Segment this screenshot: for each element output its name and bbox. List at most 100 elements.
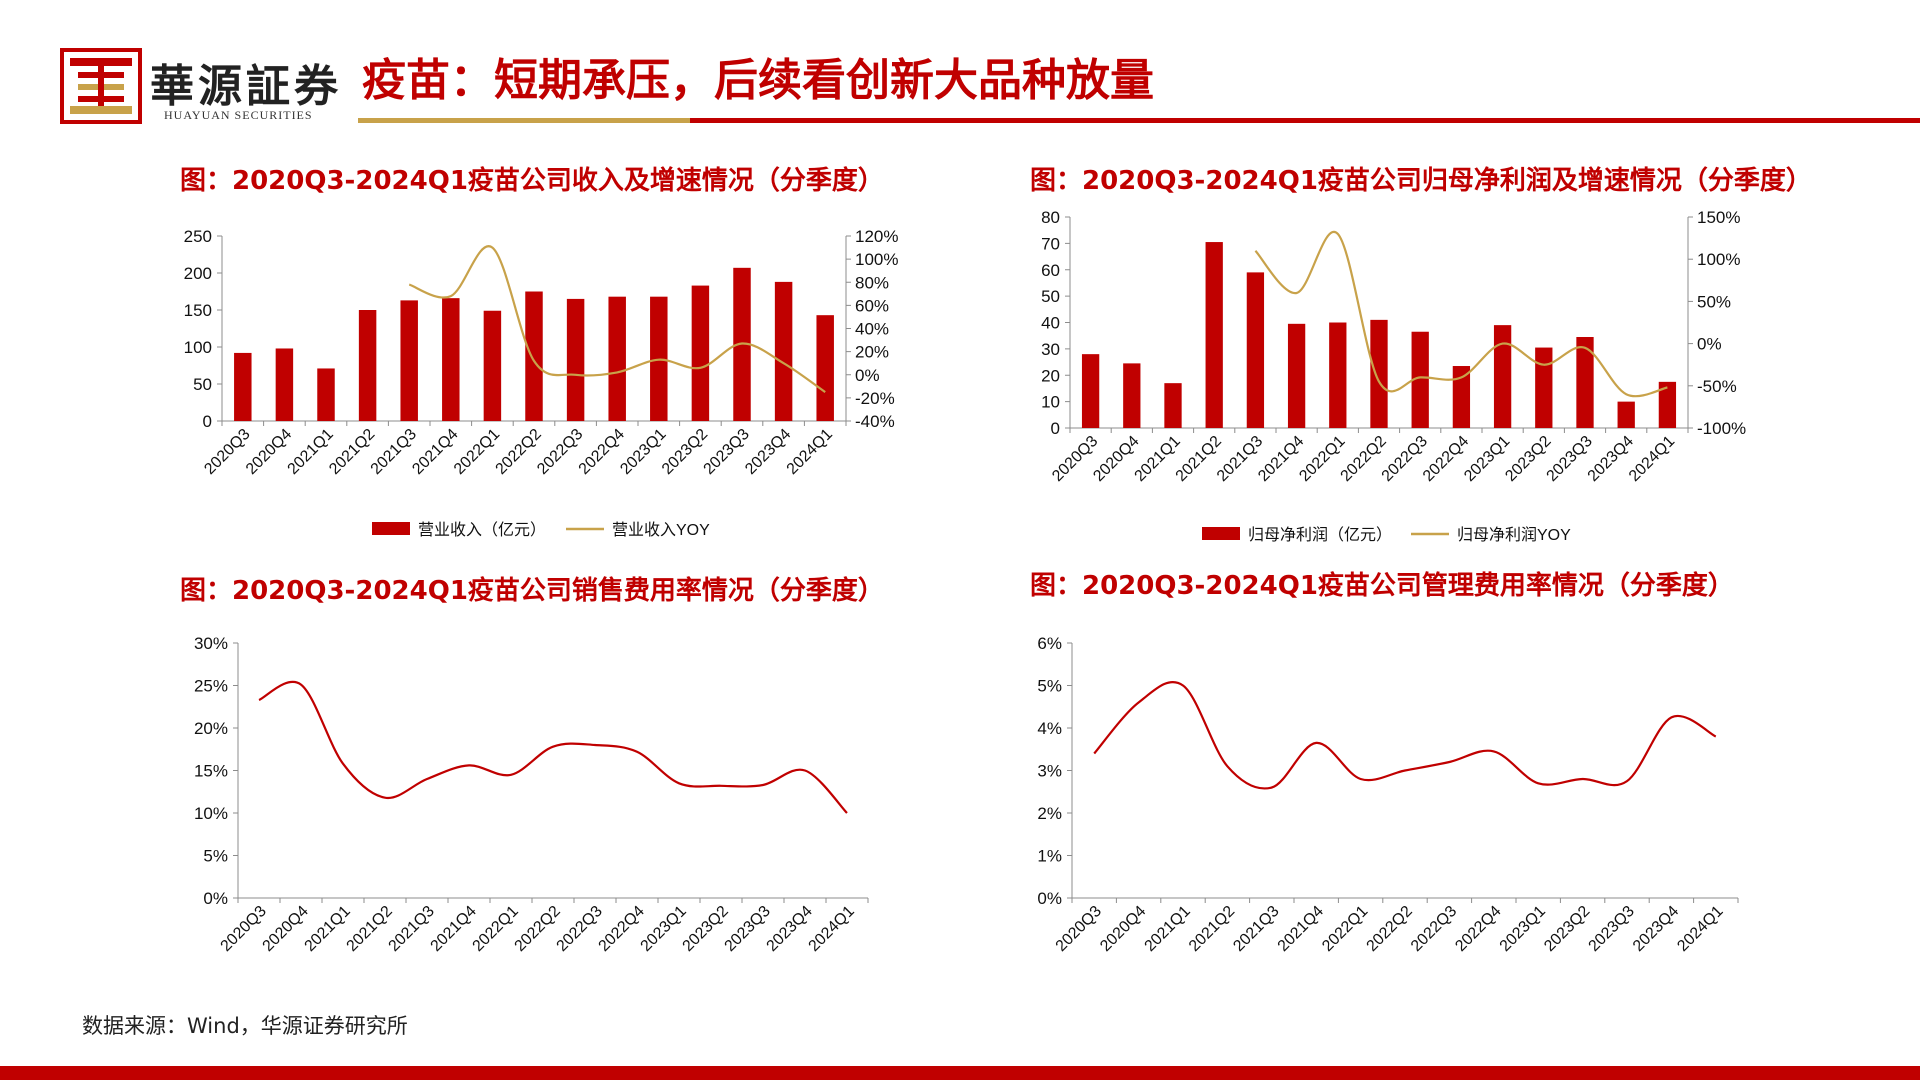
y-tick-label: 40	[1041, 314, 1060, 333]
bar	[1370, 319, 1388, 428]
chart-title-selling: 图：2020Q3-2024Q1疫苗公司销售费用率情况（分季度）	[180, 576, 884, 606]
bar	[1411, 331, 1429, 428]
series-line	[1093, 681, 1717, 790]
chart-title-admin: 图：2020Q3-2024Q1疫苗公司管理费用率情况（分季度）	[1030, 571, 1734, 601]
x-tick-label: 2023Q1	[1497, 903, 1549, 955]
x-tick-label: 2021Q2	[1186, 903, 1238, 955]
y-tick-label: 20%	[194, 719, 228, 738]
bar	[608, 296, 626, 421]
bottom-bar	[0, 1066, 1920, 1080]
y-tick-label: 100	[184, 338, 212, 357]
series-line	[1254, 230, 1668, 398]
title-rule-gold	[358, 118, 690, 123]
bar	[358, 310, 377, 421]
brand-name-en: HUAYUAN SECURITIES	[164, 108, 313, 122]
bar	[1329, 322, 1347, 428]
huayuan-seal-logo-icon	[60, 48, 142, 124]
bar	[691, 285, 710, 421]
y-tick-label: 150	[184, 301, 212, 320]
y2-tick-label: 0%	[1697, 335, 1722, 354]
y2-tick-label: 120%	[855, 227, 898, 246]
y2-tick-label: 60%	[855, 296, 889, 315]
y-tick-label: 250	[184, 227, 212, 246]
x-tick-label: 2021Q3	[1230, 903, 1282, 955]
bar	[816, 315, 834, 421]
y2-tick-label: -100%	[1697, 419, 1746, 438]
y2-tick-label: -50%	[1697, 377, 1737, 396]
y-tick-label: 30	[1041, 340, 1060, 359]
y2-tick-label: 50%	[1697, 292, 1731, 311]
y-tick-label: 0%	[1037, 889, 1062, 908]
bar	[1535, 347, 1553, 428]
y-tick-label: 50	[1041, 287, 1060, 306]
x-tick-label: 2022Q4	[1452, 903, 1504, 955]
y-tick-label: 20	[1041, 366, 1060, 385]
bar	[1658, 381, 1677, 428]
x-tick-label: 2021Q4	[1275, 903, 1327, 955]
bar	[566, 298, 585, 421]
y2-tick-label: 150%	[1697, 208, 1740, 227]
y-tick-label: 50	[193, 375, 212, 394]
y2-tick-label: -20%	[855, 389, 895, 408]
bar	[1493, 325, 1512, 428]
y-tick-label: 0	[1051, 419, 1060, 438]
y-tick-label: 70	[1041, 234, 1060, 253]
bar	[400, 300, 418, 421]
bar	[1452, 366, 1471, 428]
bar	[1246, 272, 1265, 428]
y-tick-label: 200	[184, 264, 212, 283]
y-tick-label: 3%	[1037, 762, 1062, 781]
brand-name: 華源証券	[150, 61, 342, 112]
chart-title-revenue: 图：2020Q3-2024Q1疫苗公司收入及增速情况（分季度）	[180, 166, 884, 196]
bar	[525, 291, 543, 421]
y-tick-label: 60	[1041, 261, 1060, 280]
series-line	[408, 245, 826, 394]
y-tick-label: 5%	[203, 847, 228, 866]
legend-label: 归母净利润（亿元）	[1248, 526, 1392, 544]
y2-tick-label: 100%	[855, 250, 898, 269]
bar	[774, 281, 793, 421]
bar	[1287, 323, 1306, 428]
y-tick-label: 10	[1041, 393, 1060, 412]
legend-label: 归母净利润YOY	[1457, 526, 1571, 544]
bar	[1617, 401, 1635, 428]
x-tick-label: 2022Q2	[1364, 903, 1416, 955]
y2-tick-label: 0%	[855, 366, 880, 385]
y-tick-label: 2%	[1037, 804, 1062, 823]
y2-tick-label: 100%	[1697, 250, 1740, 269]
y-tick-label: 1%	[1037, 847, 1062, 866]
bar	[1576, 337, 1594, 428]
y-tick-label: 10%	[194, 804, 228, 823]
x-tick-label: 2022Q1	[1319, 903, 1371, 955]
bar	[1123, 363, 1141, 428]
source-footnote: 数据来源：Wind，华源证券研究所	[82, 1014, 408, 1038]
y-tick-label: 80	[1041, 208, 1060, 227]
y-tick-label: 0	[203, 412, 212, 431]
legend-label: 营业收入YOY	[612, 521, 710, 539]
y-tick-label: 6%	[1037, 634, 1062, 653]
y2-tick-label: -40%	[855, 412, 895, 431]
legend-swatch-bar	[372, 522, 410, 535]
chart-title-profit: 图：2020Q3-2024Q1疫苗公司归母净利润及增速情况（分季度）	[1030, 166, 1812, 196]
bar	[1081, 354, 1100, 428]
y2-tick-label: 80%	[855, 273, 889, 292]
x-tick-label: 2022Q3	[1408, 903, 1460, 955]
bar	[483, 310, 502, 421]
title-rule-red	[690, 118, 1920, 123]
y-tick-label: 30%	[194, 634, 228, 653]
bar	[1164, 383, 1182, 428]
legend-swatch-bar	[1202, 527, 1240, 540]
x-tick-label: 2020Q4	[1097, 903, 1149, 955]
y-tick-label: 25%	[194, 677, 228, 696]
series-line	[258, 681, 848, 814]
x-tick-label: 2020Q3	[1053, 903, 1105, 955]
y2-tick-label: 40%	[855, 320, 889, 339]
bar	[442, 298, 460, 421]
y-tick-label: 4%	[1037, 719, 1062, 738]
bar	[275, 348, 294, 421]
x-tick-label: 2024Q1	[1674, 903, 1726, 955]
x-tick-label: 2023Q4	[1630, 903, 1682, 955]
bar	[1205, 242, 1223, 428]
